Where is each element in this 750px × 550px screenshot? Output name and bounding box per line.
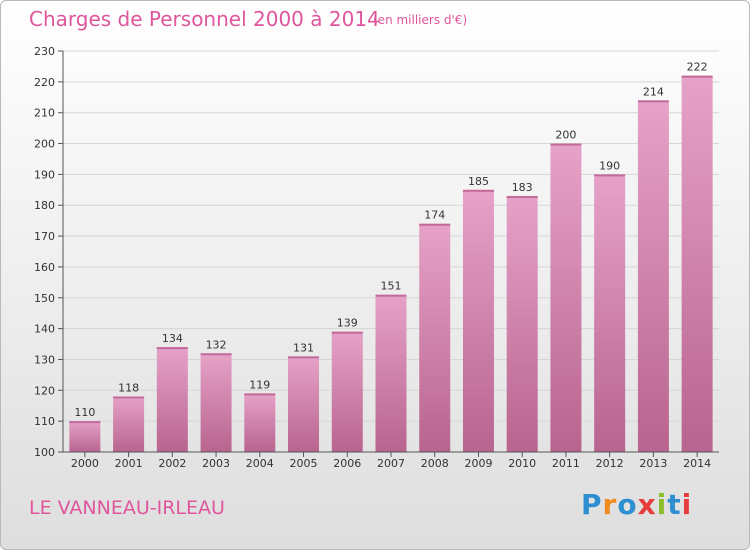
data-label: 222 [687,61,708,74]
bar-top-edge [681,75,713,78]
y-tick-label: 160 [34,261,55,274]
data-label: 139 [337,317,358,330]
logo-letter: i [656,488,668,521]
logo-letter: i [681,488,693,521]
y-tick-label: 230 [34,45,55,58]
y-tick-label: 180 [34,199,55,212]
bar-top-edge [419,223,451,226]
data-label: 174 [424,209,445,222]
bar [681,75,713,452]
x-tick-label: 2013 [639,457,667,470]
bar-top-edge [244,393,276,396]
bar [375,294,407,452]
bar-top-edge [156,347,188,350]
x-tick-label: 2006 [333,457,361,470]
x-tick-label: 2004 [246,457,274,470]
data-label: 119 [249,378,270,391]
bar-top-edge [462,189,494,192]
x-tick-label: 2003 [202,457,230,470]
data-label: 132 [206,338,227,351]
y-tick-label: 130 [34,353,55,366]
x-tick-label: 2005 [290,457,318,470]
logo-letter: x [637,488,657,521]
data-label: 134 [162,332,183,345]
y-tick-label: 210 [34,107,55,120]
y-tick-label: 200 [34,138,55,151]
x-tick-label: 2008 [421,457,449,470]
proxiti-logo: Proxiti [581,488,692,521]
x-tick-label: 2007 [377,457,405,470]
bar [506,195,538,452]
bar-top-edge [200,353,232,356]
bar-top-edge [113,396,145,399]
y-tick-label: 140 [34,323,55,336]
bar [288,356,320,452]
data-label: 185 [468,175,489,188]
logo-letter: P [581,488,603,521]
chart-title: Charges de Personnel 2000 à 2014 [29,7,380,31]
bar [113,396,145,452]
data-label: 183 [512,181,533,194]
y-tick-label: 170 [34,230,55,243]
bar [637,100,669,452]
town-name: LE VANNEAU-IRLEAU [29,497,225,519]
bar [244,393,276,452]
bar [462,189,494,453]
x-tick-label: 2014 [683,457,711,470]
bar-top-edge [594,174,626,177]
data-label: 200 [555,129,576,142]
data-label: 151 [381,280,402,293]
bar [419,223,451,452]
bar-top-edge [550,143,582,146]
data-label: 190 [599,159,620,172]
y-tick-label: 190 [34,168,55,181]
bar [156,347,188,452]
data-label: 110 [74,406,95,419]
chart-subtitle: (en milliers d'€) [373,13,468,27]
y-tick-label: 220 [34,76,55,89]
bar [594,174,626,452]
data-label: 214 [643,85,664,98]
data-label: 131 [293,341,314,354]
bar-top-edge [637,100,669,103]
y-tick-label: 100 [34,446,55,459]
y-tick-label: 150 [34,292,55,305]
bar [550,143,582,453]
logo-letter: r [602,488,618,521]
x-tick-label: 2009 [464,457,492,470]
bar-top-edge [288,356,320,359]
logo-letter: t [667,488,682,521]
x-tick-label: 2001 [115,457,143,470]
y-tick-label: 120 [34,384,55,397]
bar-top-edge [69,421,101,424]
logo-letter: o [617,488,638,521]
data-label: 118 [118,381,139,394]
x-tick-label: 2012 [596,457,624,470]
y-tick-label: 110 [34,415,55,428]
x-tick-label: 2002 [158,457,186,470]
bar [331,331,363,452]
bar-top-edge [331,331,363,334]
x-tick-label: 2000 [71,457,99,470]
bar-top-edge [506,195,538,198]
x-tick-label: 2010 [508,457,536,470]
bar [200,353,232,452]
x-tick-label: 2011 [552,457,580,470]
bar-top-edge [375,294,407,297]
bar [69,421,101,452]
